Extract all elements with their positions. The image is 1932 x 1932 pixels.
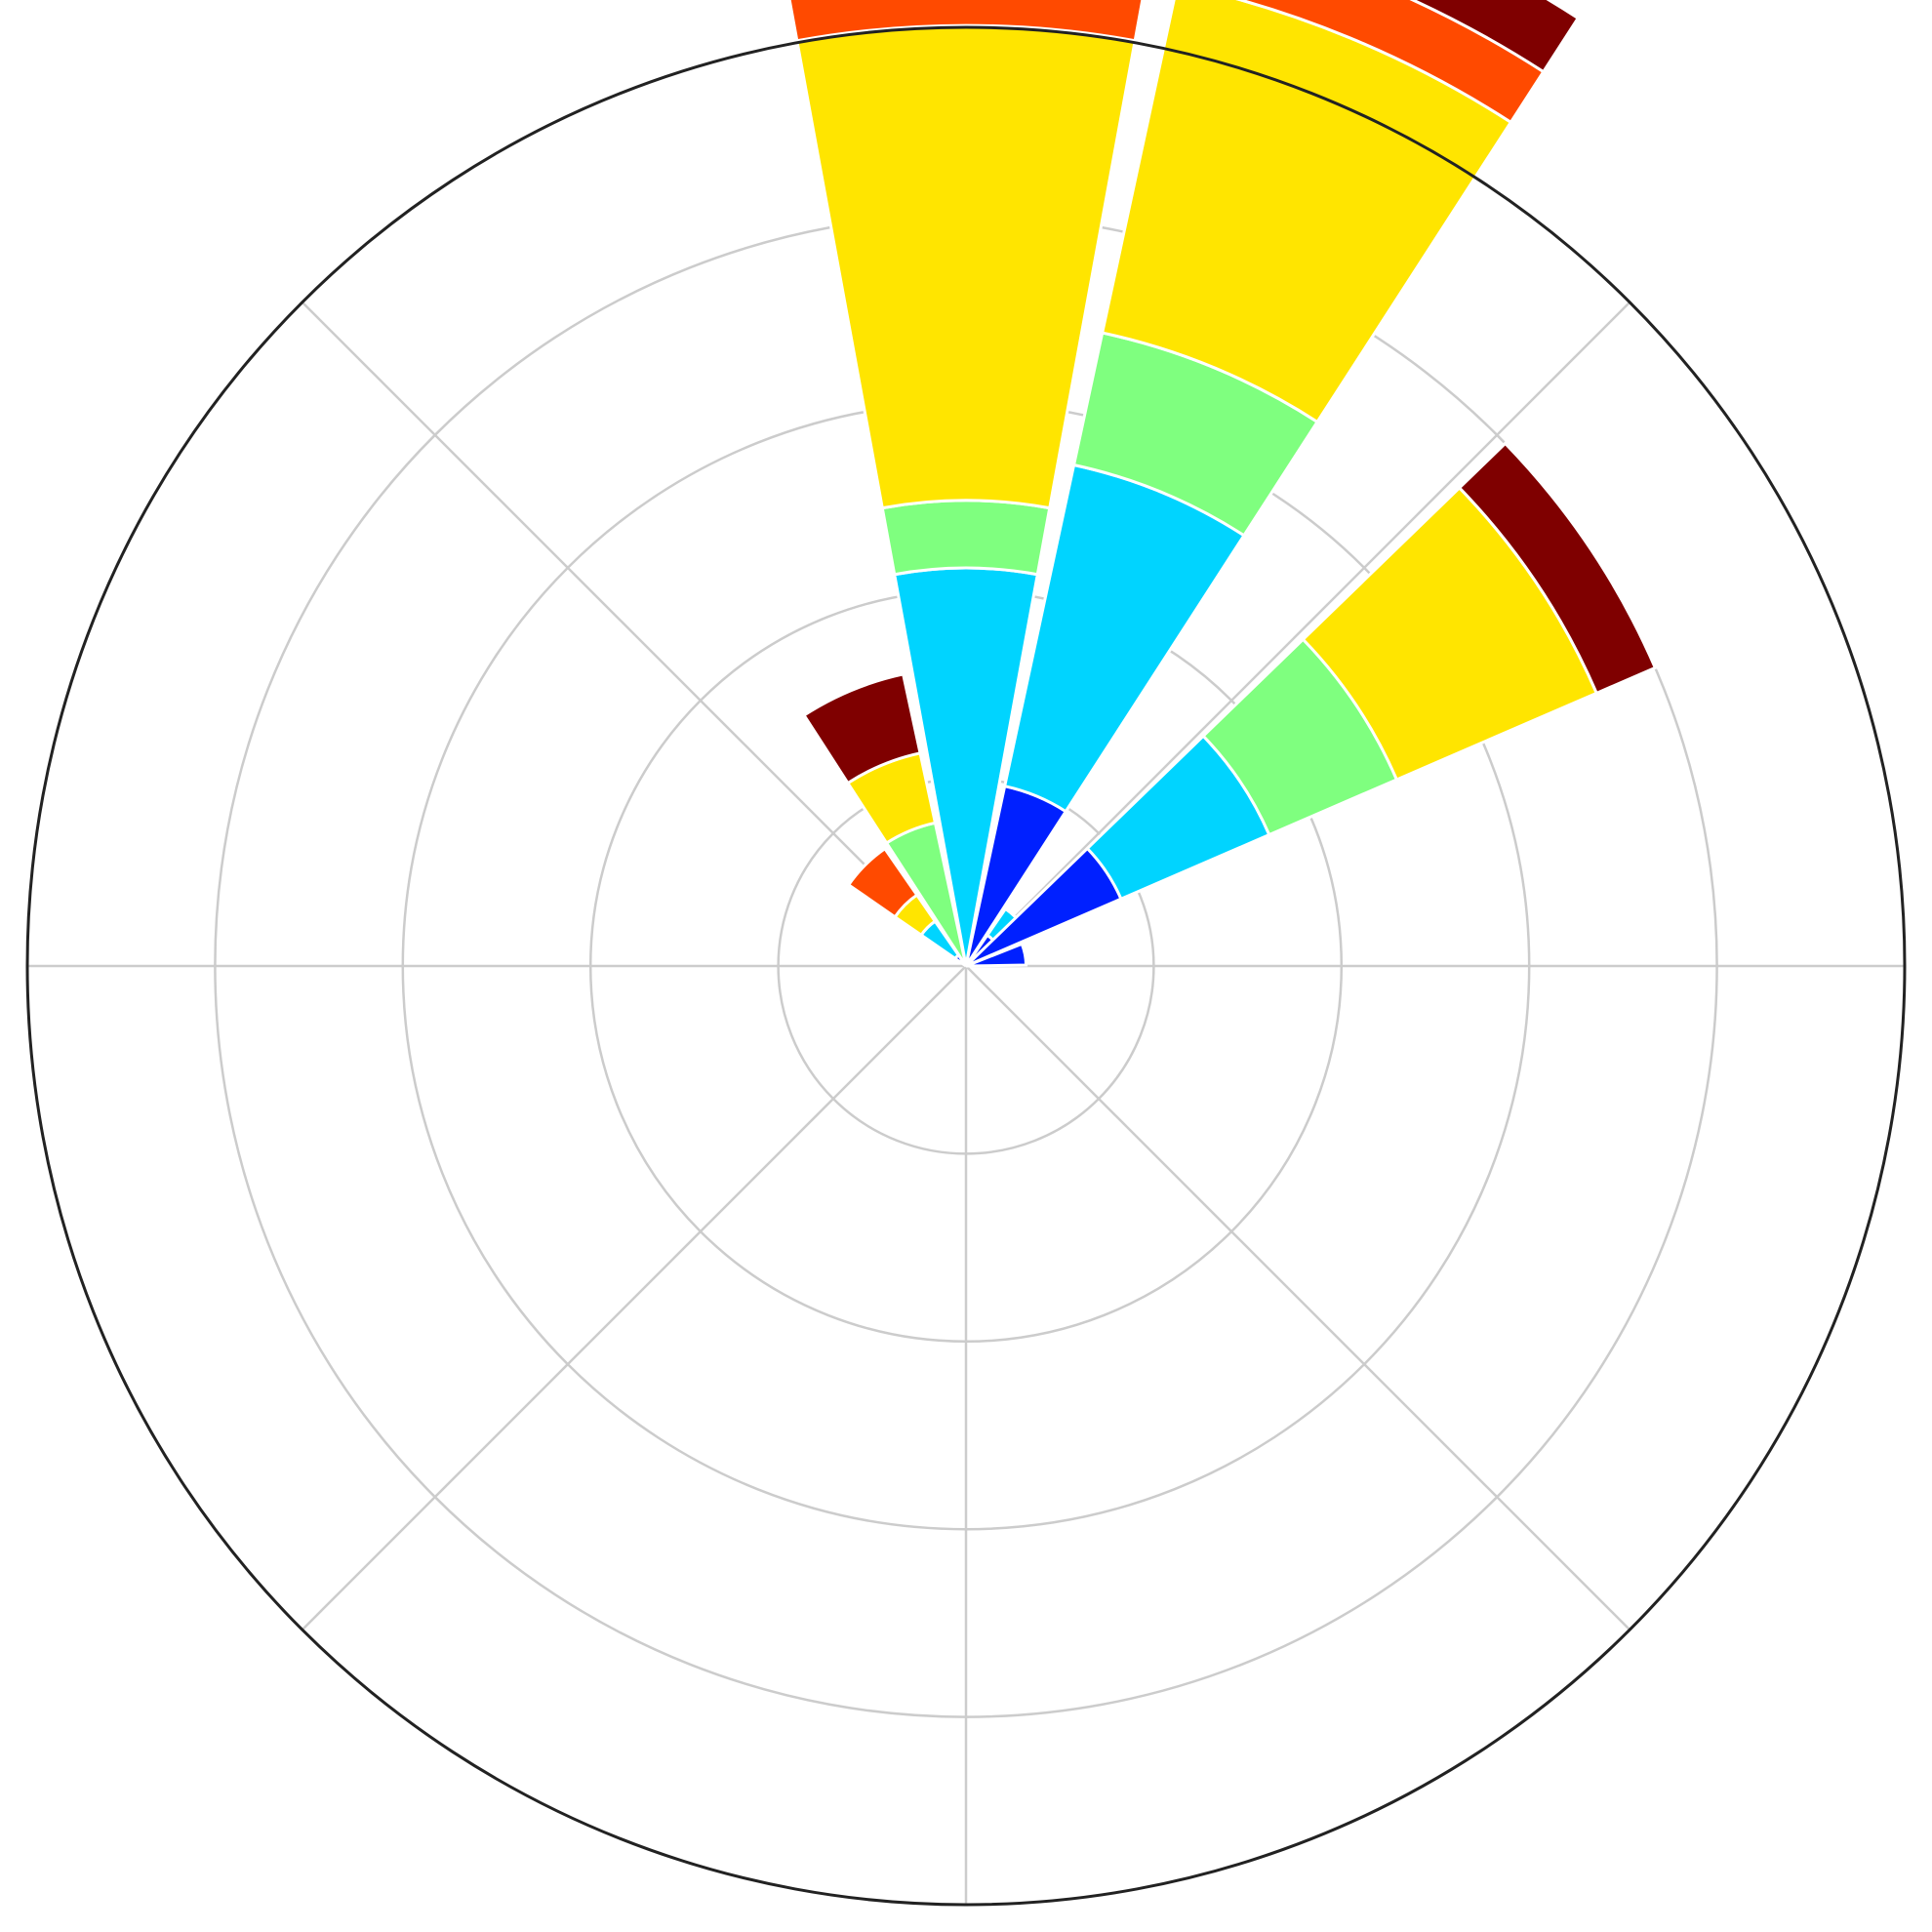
angular-gridline xyxy=(965,965,1631,1631)
angular-gridline xyxy=(301,965,967,1631)
angular-gridline xyxy=(965,301,1631,967)
sector-segment xyxy=(1235,0,1546,125)
sector-segment xyxy=(1409,0,1581,74)
sector-segment xyxy=(965,942,1028,968)
sector-segment xyxy=(880,499,1052,577)
sector-segment xyxy=(801,672,922,785)
sector-segment xyxy=(846,846,919,919)
sector-segment xyxy=(787,0,1145,43)
sector-segment xyxy=(1457,441,1658,696)
sectors xyxy=(787,0,1658,968)
polar-frame xyxy=(25,25,1907,1907)
angular-gridline xyxy=(301,301,967,967)
